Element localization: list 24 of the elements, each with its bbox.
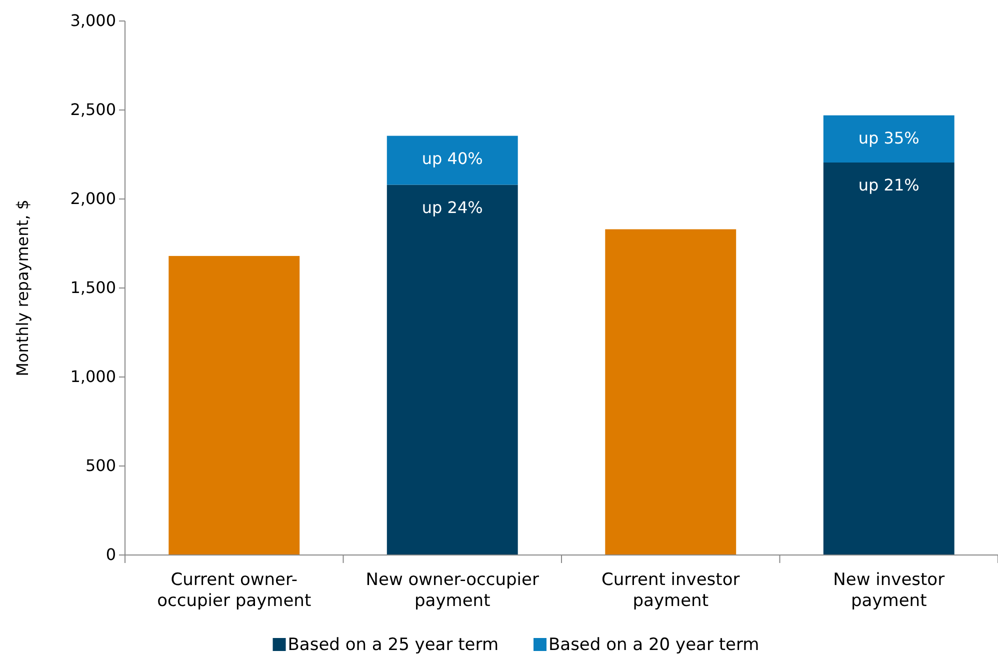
y-tick-label: 3,000	[70, 11, 116, 30]
data-label: up 24%	[422, 198, 483, 217]
data-label: up 40%	[422, 148, 483, 168]
x-tick-label: Current owner-occupier payment	[157, 570, 312, 611]
y-tick-label: 1,000	[70, 367, 116, 386]
x-tick-label: New owner-occupier payment	[366, 570, 539, 611]
y-axis-title: Monthly repayment, $	[13, 200, 32, 376]
legend-label: Based on a 20 year term	[548, 635, 760, 655]
bar	[823, 162, 954, 555]
x-tick-label: New investor payment	[833, 570, 945, 611]
bar	[386, 184, 518, 555]
legend-label: Based on a 25 year term	[288, 635, 498, 655]
data-label: up 21%	[858, 176, 920, 195]
y-tick-label: 0	[106, 545, 116, 564]
y-tick-label: 2,500	[70, 100, 116, 120]
y-tick-label: 1,500	[70, 278, 116, 298]
y-tick-label: 500	[85, 456, 116, 476]
bar	[605, 229, 736, 555]
bar	[168, 256, 300, 555]
bar	[386, 136, 518, 185]
bar	[823, 115, 954, 163]
data-label: up 35%	[858, 128, 920, 148]
y-tick-label: 2,000	[70, 189, 116, 208]
x-tick-label: Current investor payment	[602, 570, 740, 611]
